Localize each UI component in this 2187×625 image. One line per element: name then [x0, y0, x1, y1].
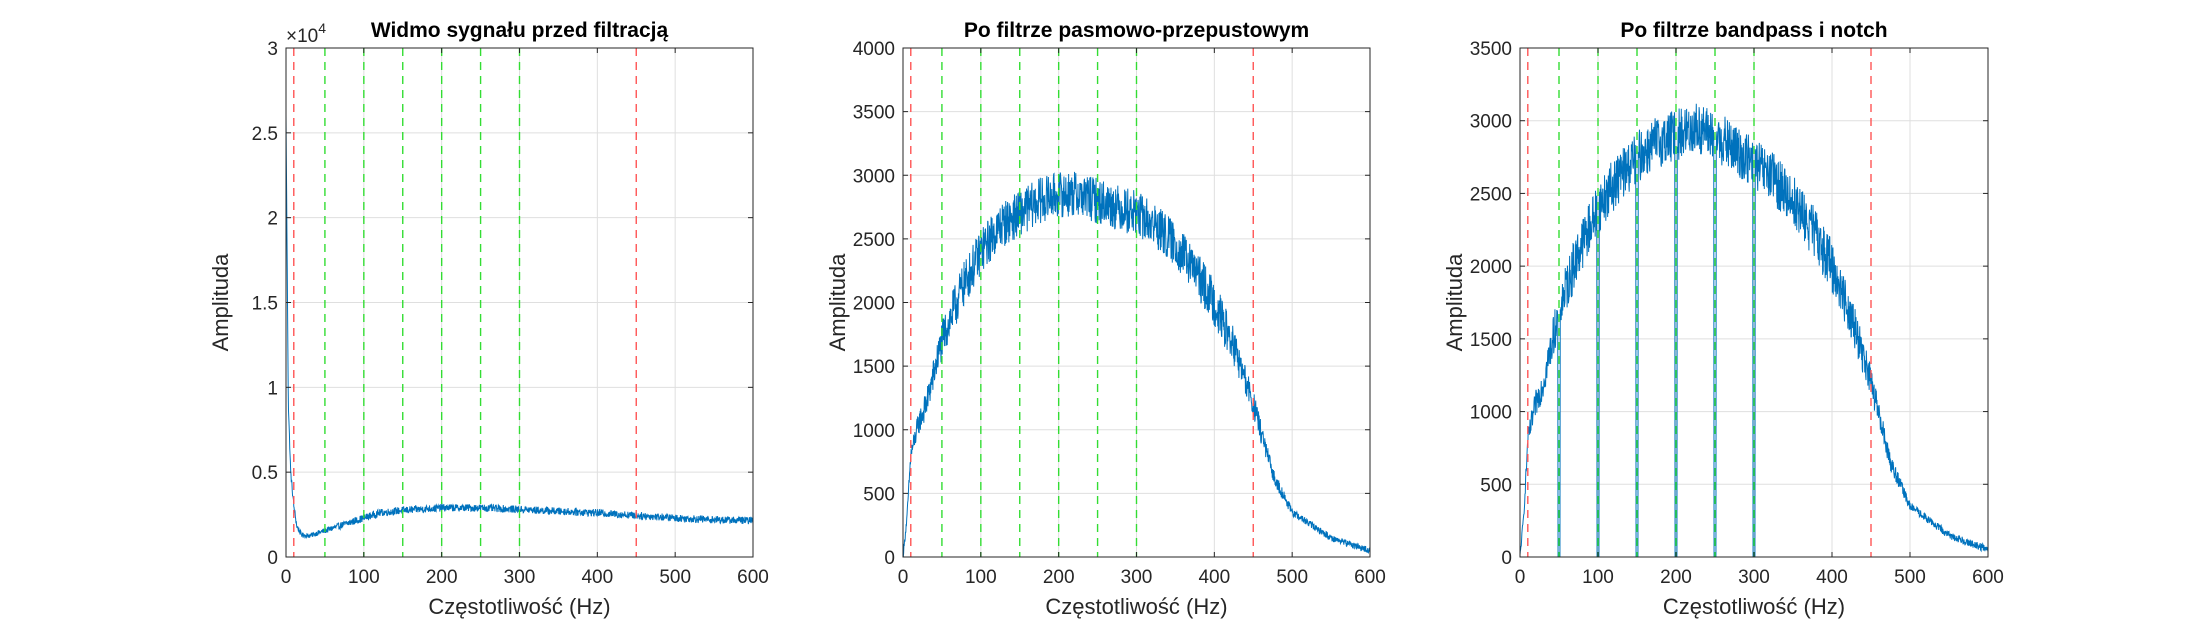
x-tick-label: 300 [504, 567, 536, 588]
x-tick-label: 300 [1738, 567, 1770, 588]
y-axis-label: Amplituda [825, 253, 850, 352]
x-tick-label: 0 [898, 567, 909, 588]
y-tick-label: 2 [267, 209, 278, 230]
x-axis-label: Częstotliwość (Hz) [428, 594, 610, 619]
y-tick-label: 1500 [1470, 330, 1512, 351]
panel-3: 0 100 200 300 400 500 600 0 500 1000 1500 2000 2500 3… [1442, 19, 2004, 619]
x-tick-label: 500 [1894, 567, 1926, 588]
x-tick-label: 100 [965, 567, 997, 588]
x-tick-label: 200 [1660, 567, 1692, 588]
chart-title: Widmo sygnału przed filtracją [371, 19, 669, 42]
y-tick-label: 1000 [1470, 403, 1512, 424]
y-tick-label: 1 [267, 378, 278, 399]
x-axis-label: Częstotliwość (Hz) [1045, 594, 1227, 619]
y-tick-label: 1.5 [252, 294, 278, 315]
x-tick-label: 200 [426, 567, 458, 588]
y-exponent-label: ×104 [286, 20, 326, 47]
chart-title: Po filtrze bandpass i notch [1620, 19, 1887, 42]
y-tick-label: 3 [267, 39, 278, 60]
x-tick-label: 600 [1972, 567, 2004, 588]
x-tick-label: 500 [659, 567, 691, 588]
x-tick-label: 400 [581, 567, 613, 588]
panel-2: 0 100 200 300 400 500 600 0 500 1000 1500 2000 2500 3… [825, 19, 1386, 619]
y-tick-label: 3500 [1470, 39, 1512, 60]
y-axis-label: Amplituda [1442, 253, 1467, 352]
x-axis-label: Częstotliwość (Hz) [1663, 594, 1845, 619]
y-tick-label: 0.5 [252, 463, 278, 484]
y-tick-label: 2000 [1470, 257, 1512, 278]
x-tick-label: 400 [1816, 567, 1848, 588]
y-tick-label: 0 [1501, 548, 1512, 569]
y-tick-label: 0 [884, 548, 895, 569]
y-tick-label: 0 [267, 548, 278, 569]
x-tick-label: 500 [1276, 567, 1308, 588]
y-tick-label: 3500 [853, 103, 895, 124]
x-tick-label: 100 [348, 567, 380, 588]
y-tick-label: 2500 [853, 230, 895, 251]
y-tick-label: 4000 [853, 39, 895, 60]
panel-1: 0 100 200 300 400 500 600 0 0.5 1 1.5 2 2.5 3 ×104 Widm… [208, 19, 769, 619]
y-tick-label: 2.5 [252, 124, 278, 145]
y-tick-label: 2000 [853, 294, 895, 315]
x-tick-label: 300 [1121, 567, 1153, 588]
y-tick-label: 3000 [1470, 112, 1512, 133]
y-tick-label: 2500 [1470, 184, 1512, 205]
x-tick-label: 0 [1515, 567, 1526, 588]
y-tick-label: 1000 [853, 421, 895, 442]
x-tick-label: 100 [1582, 567, 1614, 588]
y-tick-label: 3000 [853, 166, 895, 187]
y-tick-label: 500 [1480, 475, 1512, 496]
x-tick-label: 0 [281, 567, 292, 588]
x-tick-label: 400 [1198, 567, 1230, 588]
x-tick-label: 600 [737, 567, 769, 588]
chart-title: Po filtrze pasmowo-przepustowym [964, 19, 1309, 42]
y-axis-label: Amplituda [208, 253, 233, 352]
y-tick-label: 1500 [853, 357, 895, 378]
x-tick-label: 600 [1354, 567, 1386, 588]
x-tick-label: 200 [1043, 567, 1075, 588]
y-tick-label: 500 [863, 484, 895, 505]
